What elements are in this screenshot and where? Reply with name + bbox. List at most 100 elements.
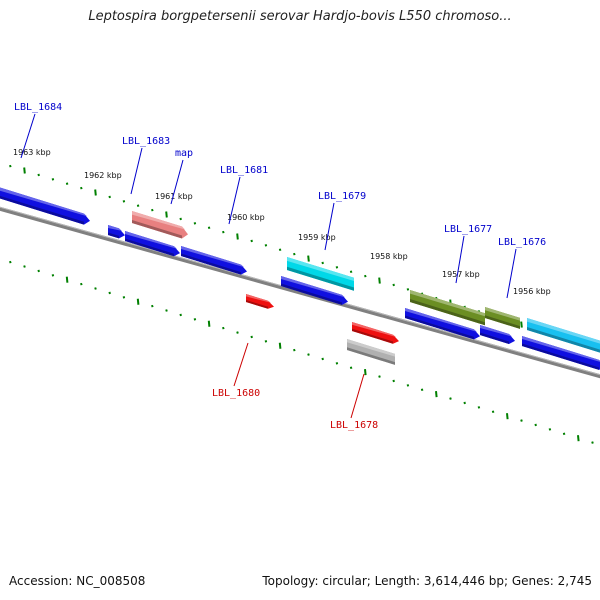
cyan-right-gene: [527, 318, 600, 353]
blue-5-shadow: [480, 332, 509, 344]
blue-2-highlight: [125, 231, 177, 249]
gene-features: [0, 187, 600, 370]
lbl-1676-olive-shadow: [485, 315, 520, 329]
lower-tick: [293, 348, 296, 352]
lbl-1676-olive-highlight: [485, 307, 520, 321]
lower-tick: [37, 269, 40, 273]
lower-tick: [520, 419, 523, 422]
blue-5-gene: [480, 325, 515, 344]
upper-tick: [122, 200, 126, 203]
lower-tick: [477, 406, 481, 409]
lbl-1678-gray-shadow: [347, 347, 395, 365]
lower-tick: [392, 379, 395, 383]
lower-tick: [151, 304, 154, 308]
upper-tick: [335, 266, 339, 269]
lbl-1681-blue-highlight: [181, 246, 244, 268]
upper-tick: [37, 173, 40, 177]
upper-tick: [193, 222, 197, 225]
upper-tick: [364, 274, 367, 278]
tick-marks: [9, 164, 594, 444]
callout-lbl-1680: LBL_1680: [212, 342, 260, 399]
upper-tick: [278, 248, 282, 252]
upper-tick: [9, 164, 12, 168]
lower-tick: [378, 375, 381, 378]
callout-label: LBL_1684: [14, 102, 62, 113]
blue-2-gene: [125, 231, 180, 257]
lbl-1683-pink-highlight: [132, 211, 185, 230]
lower-tick: [463, 401, 466, 405]
lbl-1679-cyan-shadow: [287, 266, 354, 291]
callout-leader-line: [228, 176, 241, 225]
callout-lbl-1683: LBL_1683: [122, 136, 170, 195]
upper-tick: [250, 239, 253, 243]
lower-tick: [193, 318, 197, 321]
lbl-1677-olive-highlight: [410, 290, 485, 317]
lower-tick: [222, 326, 225, 330]
lbl-1676-olive-gene: [485, 307, 520, 329]
lower-tick: [51, 274, 55, 277]
lower-tick: [207, 320, 211, 327]
callout-label: map: [175, 148, 193, 159]
lower-tick: [94, 287, 97, 290]
upper-tick: [65, 182, 69, 185]
callout-map: map: [170, 148, 193, 205]
lbl-1678-red-shadow: [352, 328, 393, 344]
lower-tick: [250, 335, 253, 339]
small-blue-1-gene: [108, 225, 125, 239]
callout-leader-line: [130, 147, 143, 195]
blue-3-highlight: [281, 276, 345, 298]
callout-label: LBL_1680: [212, 388, 260, 399]
lower-tick: [278, 342, 282, 349]
callout-lbl-1677: LBL_1677: [444, 224, 492, 284]
callout-leader-line: [350, 373, 365, 419]
lower-tick: [591, 441, 594, 444]
callout-leader-line: [170, 159, 184, 205]
upper-tick: [222, 230, 225, 234]
callout-label: LBL_1676: [498, 237, 546, 248]
lbl-1679-cyan-gene: [287, 257, 354, 291]
upper-tick: [236, 233, 239, 240]
lower-tick: [165, 309, 168, 312]
lower-tick: [577, 435, 580, 442]
lower-tick: [349, 366, 353, 370]
callout-label: LBL_1679: [318, 191, 366, 202]
upper-tick: [136, 204, 140, 208]
cyan-right-highlight: [527, 318, 600, 344]
lbl-1683-pink-gene: [132, 211, 188, 239]
lbl-1677-olive-gene: [410, 290, 485, 326]
kbp-labels: 1963 kbp 1962 kbp 1961 kbp 1960 kbp 1959 kbp…: [13, 148, 551, 296]
upper-tick: [520, 321, 523, 328]
cyan-right-shadow: [527, 327, 600, 353]
lbl-1678-gray-highlight: [347, 339, 395, 357]
upper-tick: [392, 283, 395, 287]
upper-tick: [378, 277, 381, 284]
lower-tick: [108, 291, 111, 295]
upper-tick: [80, 186, 83, 190]
upper-tick: [207, 226, 211, 230]
callout-leader-line: [233, 342, 249, 387]
callout-leader-line: [455, 235, 465, 284]
lower-tick: [548, 428, 552, 431]
lbl-1677-olive-shadow: [410, 299, 485, 326]
lower-tick: [23, 265, 26, 268]
lbl-1684-blue-highlight: [0, 187, 87, 217]
lower-tick: [179, 313, 182, 317]
lower-tick: [136, 298, 140, 305]
callout-lbl-1678: LBL_1678: [330, 373, 378, 431]
blue-5-highlight: [480, 325, 512, 337]
lbl-1683-pink-shadow: [132, 220, 182, 239]
upper-tick: [23, 167, 26, 174]
lbl-1678-red-highlight: [352, 322, 396, 337]
lower-tick: [264, 340, 268, 343]
upper-tick: [307, 255, 310, 262]
lower-tick: [321, 357, 324, 361]
lower-tick: [80, 282, 83, 286]
callout-label: LBL_1677: [444, 224, 492, 235]
kbp-label: 1957 kbp: [442, 270, 480, 279]
upper-tick: [108, 195, 111, 199]
lower-tick: [449, 397, 452, 400]
blue-4-gene: [405, 308, 480, 340]
blue-6-gene: [522, 336, 600, 370]
lbl-1684-blue-shadow: [0, 195, 84, 225]
